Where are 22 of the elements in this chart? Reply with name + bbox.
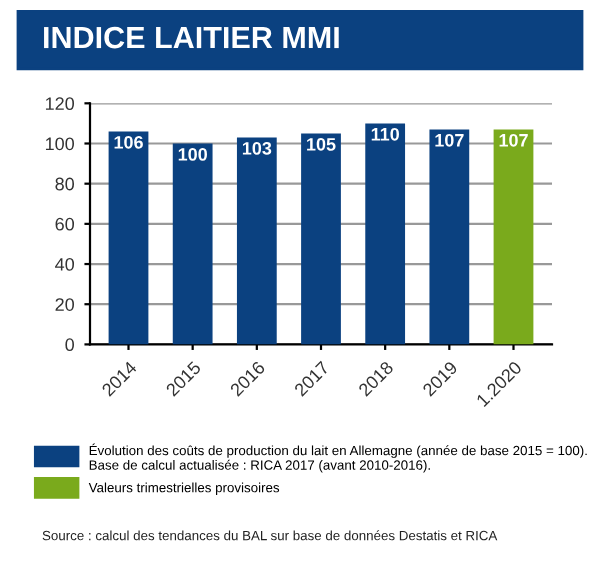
bar bbox=[493, 129, 534, 345]
y-tick-label: 120 bbox=[45, 97, 75, 111]
y-tick-label: 40 bbox=[55, 257, 75, 271]
data-label: 107 bbox=[499, 133, 528, 147]
y-tick-label: 20 bbox=[55, 298, 75, 311]
bar bbox=[365, 123, 406, 345]
data-label: 103 bbox=[242, 141, 272, 155]
data-label: 100 bbox=[178, 147, 207, 161]
chart-title: INDICE LAITIER MMI bbox=[44, 26, 339, 49]
bar bbox=[429, 129, 470, 345]
bar bbox=[108, 131, 149, 345]
bar bbox=[301, 133, 341, 345]
data-label: 106 bbox=[114, 135, 143, 149]
data-label: 107 bbox=[435, 133, 464, 147]
bar bbox=[172, 143, 213, 345]
data-label: 105 bbox=[307, 137, 336, 151]
bar bbox=[236, 137, 277, 345]
y-tick-label: 80 bbox=[55, 177, 75, 191]
data-label: 110 bbox=[371, 127, 399, 141]
y-tick-label: 0 bbox=[65, 338, 75, 352]
y-tick-label: 100 bbox=[45, 137, 75, 151]
y-tick-label: 60 bbox=[55, 217, 75, 231]
